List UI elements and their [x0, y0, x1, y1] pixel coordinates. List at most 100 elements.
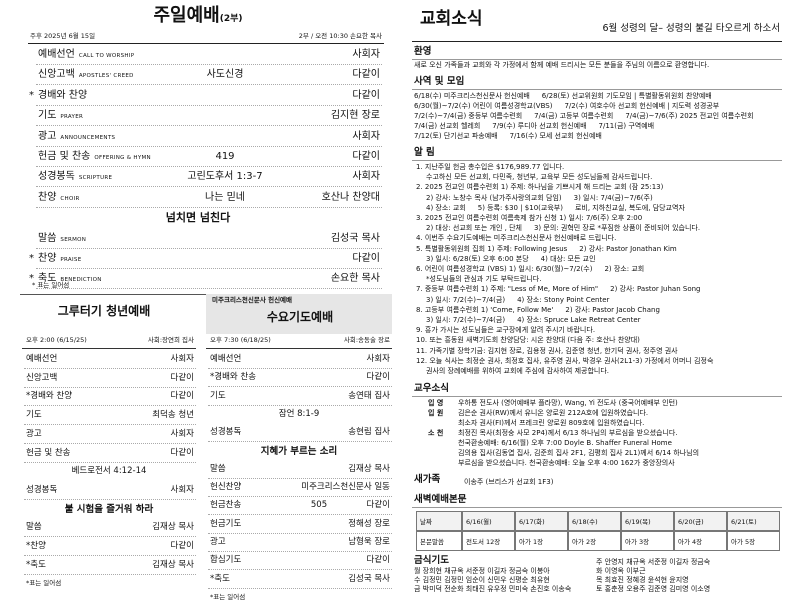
text-part: 권사의 장례예배를 위하여 교회에 주심에 감사하여 제공합니다. [426, 367, 610, 375]
text-part: 2. 2025 전교인 여름수련회 1) 주제: 하나님을 기쁘시게 해 드리는… [416, 183, 664, 192]
rule [36, 166, 382, 167]
text-part: 2) 강사: Pastor Jacob Chang [565, 305, 660, 314]
news-subtitle: 6월 성령의 달– 성령의 불길 타오르게 하소서 [602, 23, 781, 34]
section-heading: 새가족 [414, 474, 441, 485]
order-item: *경배와 찬양 [26, 391, 73, 402]
member-label: 소 천 [428, 429, 444, 437]
text-part: 11. 가족기별 장학기금: 김지현 장로, 김용정 권사, 김준영 청년, 한… [416, 346, 678, 355]
rule [412, 59, 782, 60]
rule [24, 555, 196, 556]
text-part: 7/9(수) 루디아 선교회 헌신예배 [492, 122, 587, 130]
rule [36, 104, 382, 106]
text-line: 3) 일시: 6/28(토) 오후 6:00 본당 4) 대상: 모든 교인 [426, 255, 596, 263]
order-item: 광고 [26, 428, 42, 439]
service-info: 2부 / 오전 10:30 손요한 목사 [298, 32, 382, 40]
text-line: 6/18(수) 미주크리스천신문사 헌신예배 6/28(토) 선교위원회 기도모임… [414, 92, 712, 100]
rule [28, 43, 384, 44]
text-part: 4) 장소: Stony Point Center [517, 295, 610, 304]
rule [36, 288, 382, 290]
section-heading: 새벽예배본문 [414, 494, 467, 505]
text-part: 7/4(금) 선교회 헬레희 [414, 122, 481, 130]
service-date: 주후 2025년 6월 15일 [30, 32, 96, 40]
text-part: 7. 중등부 여름수련회 1) 주제: "Less of Me, More of… [416, 285, 599, 294]
text-line: 2. 2025 전교인 여름수련회 1) 주제: 하나님을 기쁘시게 해 드리는… [416, 183, 663, 191]
wed-leader: 사회:송동술 장로 [343, 336, 390, 344]
member-text: 부르심을 받으셨습니다. 천국환송예배: 오늘 오후 4:00 162가 중앙장… [458, 459, 675, 467]
text-line: 7. 중등부 여름수련회 1) 주제: "Less of Me, More of… [416, 285, 700, 293]
rule [24, 386, 196, 388]
member-text: 김은순 권사(RW)께서 유니온 양로원 212A호에 입원하였습니다. [458, 409, 649, 417]
section-heading: 사역 및 모임 [414, 76, 465, 87]
order-item: 기도 PRAYER [38, 110, 84, 122]
service-title: 주일예배(2부) [153, 5, 243, 26]
order-item-en: CHOIR [60, 195, 80, 202]
table-cell: 6/21(토) [727, 511, 780, 531]
text-line: 7/4(금) 선교회 헬레희 7/9(수) 루디아 선교회 헌신예배 7/11(금)… [414, 122, 654, 130]
text-line: 9. 흥가 가시는 성도님들은 교구장에게 알려 주시기 바랍니다. [416, 326, 595, 334]
text-line: 2) 대상: 선교회 또는 개인 , 단체 3) 문의: 권혁민 장로 *푸짐한 … [426, 224, 700, 232]
order-item: *찬양 [26, 541, 46, 551]
rule [24, 424, 196, 426]
order-leader: 다같이 [366, 500, 390, 511]
rule [22, 348, 196, 349]
order-leader: 김재상 목사 [152, 559, 194, 570]
order-leader: 김성국 목사 [348, 573, 390, 584]
table-cell: 아가 1장 [515, 531, 568, 551]
order-item: 찬양 PRAISE [38, 253, 82, 264]
order-item: 헌금기도 [210, 518, 242, 529]
order-detail: 사도신경 [206, 69, 244, 81]
order-leader: 다같이 [170, 391, 194, 402]
order-item-en: OFFERING & HYMN [94, 155, 151, 161]
text-part: 3) 일시: 7/4(금)~7/6(주) [573, 193, 653, 202]
youth-title: 그루터기 청년예배 [57, 304, 151, 318]
text-part: 5. 특별활동위원회 집회 1) 주제: Following Jesus [416, 244, 568, 253]
rule [24, 573, 196, 575]
order-item: 예배선언 [26, 354, 58, 364]
table-cell: 아가 4장 [674, 531, 727, 551]
footnote: *표는 일어섬 [210, 593, 246, 601]
order-item: 말씀 [26, 522, 42, 533]
fasting-line: 수 김정민 김정민 임순이 신민우 신평순 최유현 [414, 576, 550, 584]
text-line: 1. 지난주일 헌금 총수입은 $176,989.77 입니다. [416, 163, 564, 171]
rule [36, 247, 382, 249]
text-part: 6/28(토) 선교위원회 기도모임 | 특별활동위원회 찬양예배 [541, 92, 712, 100]
order-item: 광고 [210, 537, 226, 547]
text-line: 5. 특별활동위원회 집회 1) 주제: Following Jesus 2) 강… [416, 245, 677, 253]
fasting-line: 화 이영옥 이부근 [596, 567, 646, 575]
text-part: 2) 대상: 선교회 또는 개인 , 단체 [426, 224, 522, 233]
rule [36, 186, 382, 188]
text-part: 6/30(월)~7/2(수) 어린이 여름성경학교(VBS) [414, 102, 553, 110]
text-line: 3) 일시: 7/2(수)~7/4(금) 4) 장소: Spruce Lake R… [426, 316, 641, 324]
text-part: 10. 또는 흥동원 새벽기도회 찬양담당: 시온 찬양대 (다음 주: 호산나… [416, 336, 640, 345]
rule [208, 368, 392, 369]
text-line: 8. 고등부 여름수련회 1) 'Come, Follow Me' 2) 강사: … [416, 306, 660, 314]
order-leader: 다같이 [352, 151, 380, 162]
order-item: 예배선언 CALL TO WORSHIP [38, 49, 135, 60]
order-item-en: PRAYER [60, 114, 84, 121]
text-part: 수고하신 모든 선교회, 다민족, 청년부, 교육부 모든 성도님들께 감사드립… [426, 173, 653, 182]
table-cell: 아가 2장 [568, 531, 621, 551]
order-item: 헌금 및 찬송 OFFERING & HYMN [38, 151, 151, 162]
text-line: 12. 오늘 식사는 최정순 권사, 최정호 집사, 유주영 권사, 박경우 권… [416, 357, 713, 365]
text-part: 3) 일시: 7/2(수)~7/4(금) [426, 316, 506, 324]
member-text: 김의용 집사(김동엽 집사, 김준희 집사 2F1, 김평희 집사 2L1)께서… [458, 449, 700, 457]
member-text: 우하통 전도사 (영어예배부 플라망), Wang, Yi 전도사 (중국어예배… [458, 399, 678, 407]
text-line: 2) 강사: 노창수 목사 (남가주사랑의교회 담임) 3) 일시: 7/4(금)… [426, 194, 653, 202]
text-part: 2) 강사: Pastor Jonathan Kim [579, 244, 677, 253]
order-item: 기도 [26, 410, 42, 421]
table-cell: 6/17(화) [515, 511, 568, 531]
order-item: *경배와 찬송 [210, 372, 257, 383]
order-item: 신앙고백 [26, 372, 58, 383]
table-row-header: 본문말씀 [416, 531, 462, 551]
order-leader: 남형욱 장로 [348, 537, 390, 547]
stand-mark: * [29, 89, 34, 101]
text-line: 10. 또는 흥동원 새벽기도회 찬양담당: 시온 찬양대 (다음 주: 호산나… [416, 336, 640, 344]
order-item: 신앙고백 APOSTLES' CREED [38, 69, 134, 81]
order-leader: 사회자 [366, 354, 390, 364]
rule [412, 41, 782, 42]
member-text: 최정진 목사(최정숭 사모 2P4)께서 6/13 하나님의 부르심을 받으셨습… [458, 429, 678, 437]
order-leader: 김재상 목사 [152, 522, 194, 533]
order-leader: 다같이 [170, 541, 194, 551]
rule [36, 125, 382, 127]
